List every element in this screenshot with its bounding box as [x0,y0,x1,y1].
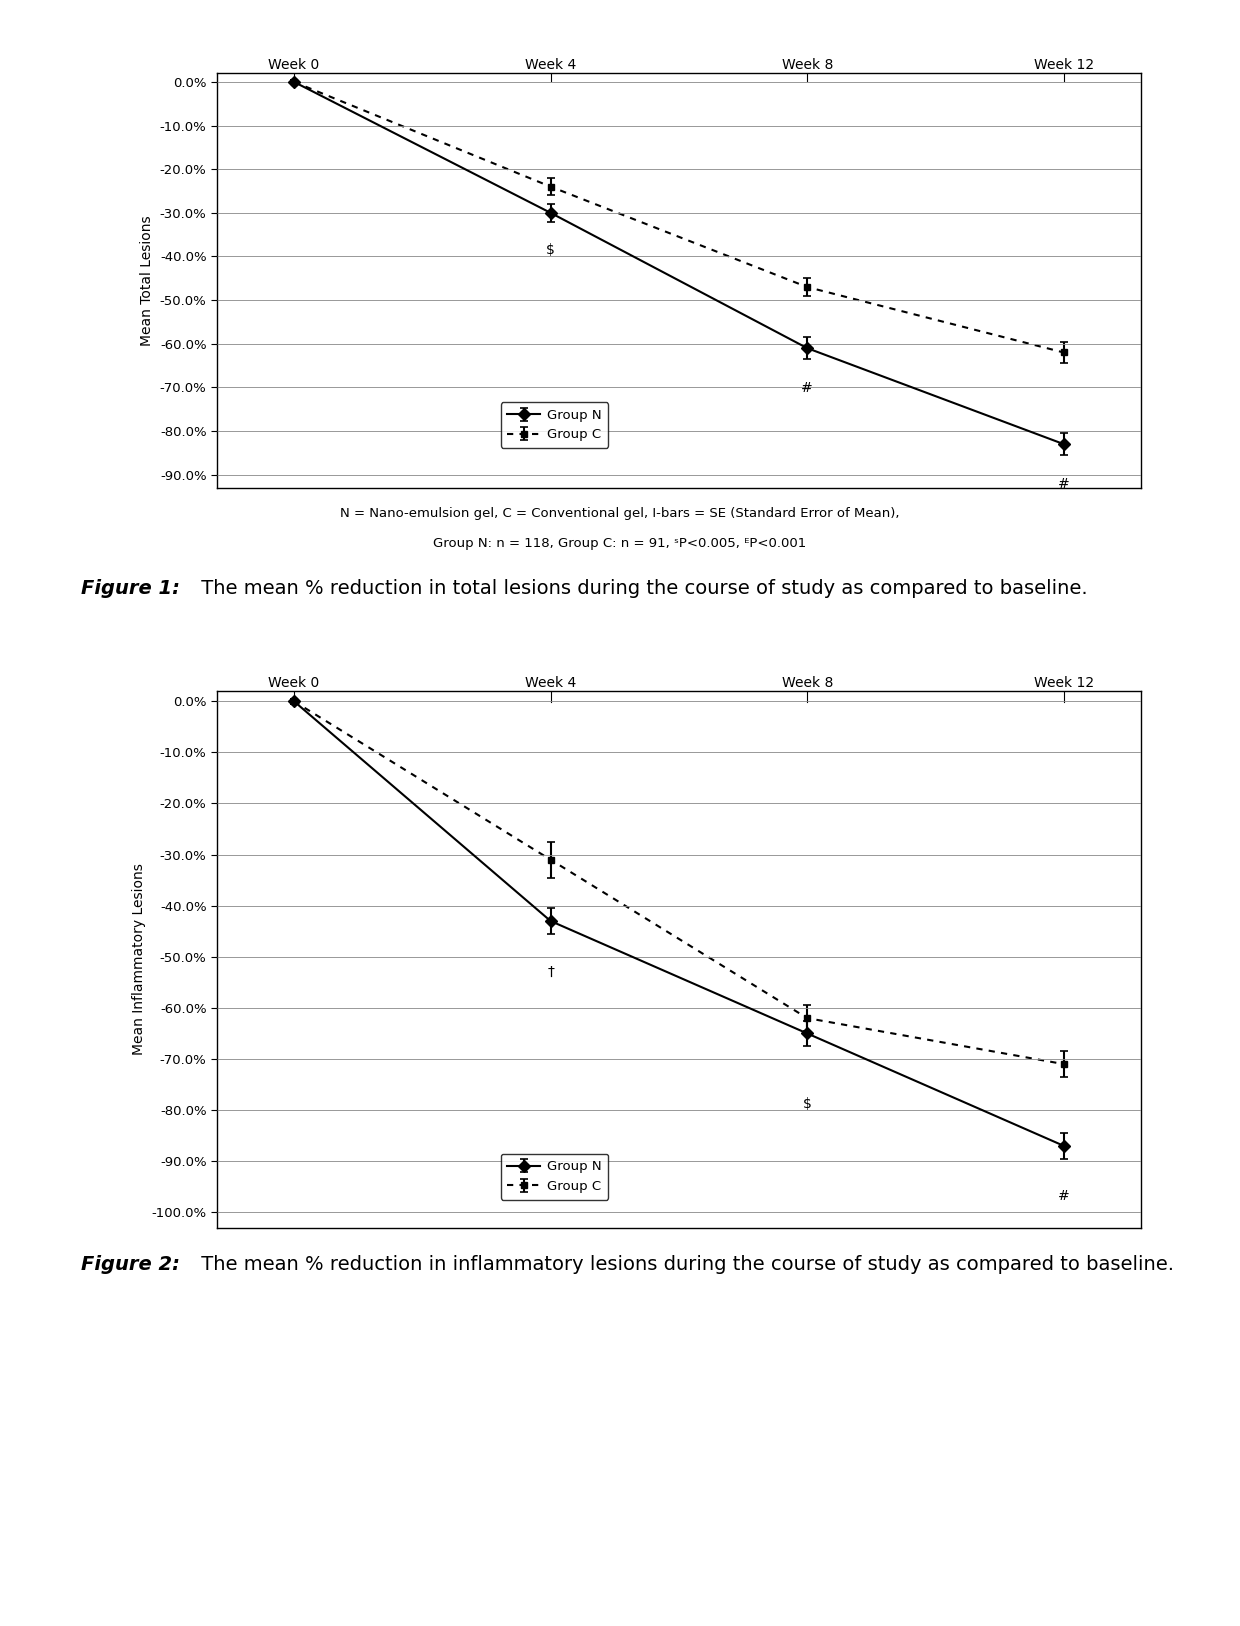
Text: $: $ [802,1098,812,1111]
Legend: Group N, Group C: Group N, Group C [501,402,608,449]
Text: #: # [1058,1189,1070,1203]
Text: Group N: n = 118, Group C: n = 91, ˢP<0.005, ᴱP<0.001: Group N: n = 118, Group C: n = 91, ˢP<0.… [433,537,807,550]
Text: The mean % reduction in inflammatory lesions during the course of study as compa: The mean % reduction in inflammatory les… [195,1255,1174,1275]
Text: Figure 2:: Figure 2: [81,1255,180,1275]
Text: Week 4: Week 4 [525,675,577,689]
Text: Week 12: Week 12 [1034,675,1094,689]
Text: Week 0: Week 0 [268,675,320,689]
Text: N = Nano-emulsion gel, C = Conventional gel, I-bars = SE (Standard Error of Mean: N = Nano-emulsion gel, C = Conventional … [340,507,900,520]
Text: #: # [1058,476,1070,491]
Text: Week 8: Week 8 [781,675,833,689]
Text: Week 4: Week 4 [525,59,577,72]
Text: The mean % reduction in total lesions during the course of study as compared to : The mean % reduction in total lesions du… [195,579,1087,598]
Text: #: # [801,380,813,395]
Text: Week 8: Week 8 [781,59,833,72]
Text: $: $ [546,244,556,257]
Y-axis label: Mean Total Lesions: Mean Total Lesions [140,215,154,346]
Text: Week 0: Week 0 [268,59,320,72]
Text: Week 12: Week 12 [1034,59,1094,72]
Text: Figure 1:: Figure 1: [81,579,180,598]
Legend: Group N, Group C: Group N, Group C [501,1154,608,1200]
Text: †: † [547,964,554,979]
Y-axis label: Mean Inflammatory Lesions: Mean Inflammatory Lesions [131,863,146,1055]
